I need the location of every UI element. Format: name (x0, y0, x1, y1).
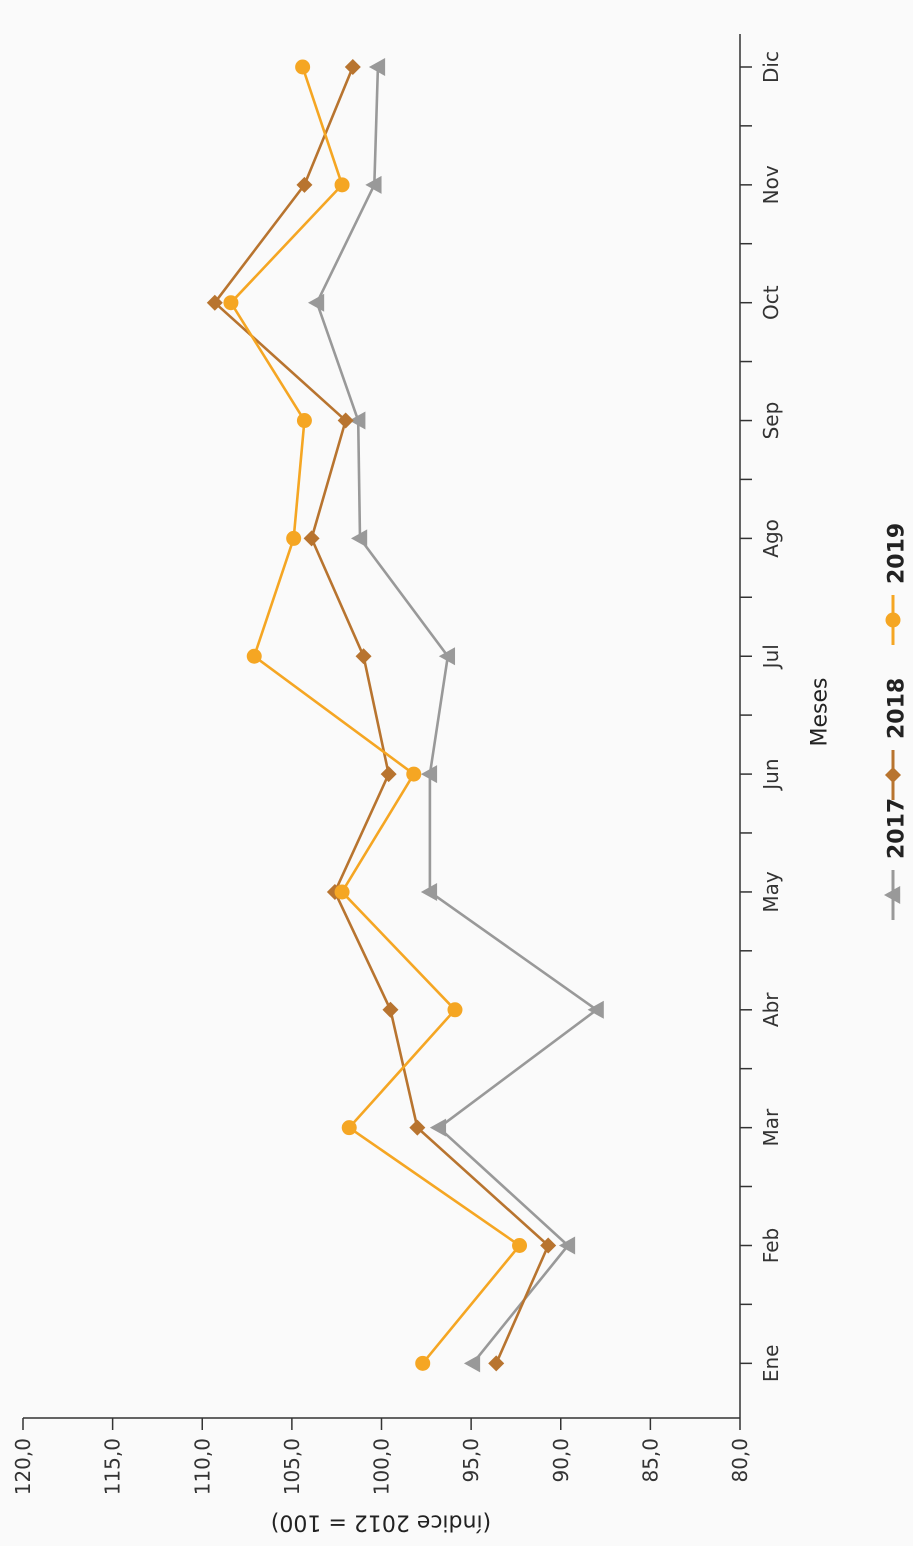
series-2017-point (368, 58, 386, 76)
category-tick-label: Jul (759, 644, 783, 670)
series-2019-point (406, 766, 422, 782)
series-2017-point (307, 293, 325, 312)
series-2019-point (447, 1002, 463, 1018)
series-2017-point (558, 1236, 576, 1255)
series-2018-point (409, 1119, 426, 1136)
series-2019-point (341, 1120, 357, 1136)
series-2019-point (334, 177, 350, 193)
value-tick-label: 85,0 (638, 1438, 662, 1483)
series-2017-point (420, 765, 438, 784)
series-2018-point (303, 530, 320, 547)
category-tick-label: Jun (759, 758, 783, 791)
legend-marker-2017 (884, 886, 901, 904)
series-2019-point (286, 530, 302, 546)
category-tick-label: Ene (759, 1345, 783, 1383)
value-tick-label: 110,0 (190, 1438, 214, 1495)
series-line-2017 (315, 66, 598, 1365)
value-tick-label: 105,0 (280, 1438, 304, 1495)
series-2019-point (512, 1238, 528, 1253)
series-2017-point (587, 1000, 604, 1019)
category-tick-label: Sep (759, 402, 783, 440)
series-2018-point (337, 412, 354, 429)
category-tick-label: Nov (759, 165, 783, 204)
category-tick-label: Oct (759, 285, 783, 320)
value-tick-label: 95,0 (459, 1438, 483, 1483)
series-line-2018 (213, 66, 550, 1364)
series-2018-point (488, 1355, 505, 1372)
series-2017-point (420, 882, 438, 901)
series-2019-point (296, 413, 312, 429)
category-tick-label: May (759, 871, 783, 913)
series-2018-point (355, 648, 372, 665)
series-2019-point (223, 295, 239, 311)
series-2017-point (463, 1354, 481, 1373)
value-tick-label: 100,0 (370, 1438, 394, 1495)
series-2017-point (350, 529, 368, 548)
series-2019-point (415, 1355, 431, 1371)
legend-label-2019: 2019 (885, 523, 910, 584)
legend-marker-2018 (885, 767, 901, 783)
series-2018-point (540, 1237, 557, 1254)
series-2018-point (382, 1001, 399, 1018)
series-2017-point (429, 1118, 447, 1137)
series-2019-point (295, 59, 311, 75)
series-2018-point (380, 766, 397, 783)
series-2019-point (334, 884, 350, 900)
value-tick-label: 120,0 (11, 1438, 35, 1495)
value-tick-label: 80,0 (728, 1438, 752, 1483)
legend-marker-2019 (885, 612, 901, 628)
series-2017-point (365, 175, 382, 194)
series-2018-point (206, 294, 223, 311)
category-axis-title: Meses (808, 678, 833, 747)
series-2018-point (296, 176, 313, 193)
value-tick-label: 90,0 (549, 1438, 573, 1483)
category-tick-label: Feb (759, 1228, 783, 1263)
legend-label-2017: 2017 (885, 798, 910, 859)
series-2018-point (344, 59, 361, 75)
category-tick-label: Dic (759, 51, 783, 83)
series-2017-point (438, 647, 456, 666)
legend-label-2018: 2018 (885, 678, 910, 739)
series-line-2019 (229, 66, 521, 1365)
category-tick-label: Ago (759, 519, 783, 558)
value-axis-title: (índice 2012 = 100) (271, 1510, 491, 1535)
category-tick-label: Mar (759, 1108, 783, 1147)
series-2017-point (349, 411, 366, 430)
category-tick-label: Abr (759, 992, 783, 1027)
value-tick-label: 115,0 (101, 1438, 125, 1495)
series-2019-point (246, 648, 262, 664)
